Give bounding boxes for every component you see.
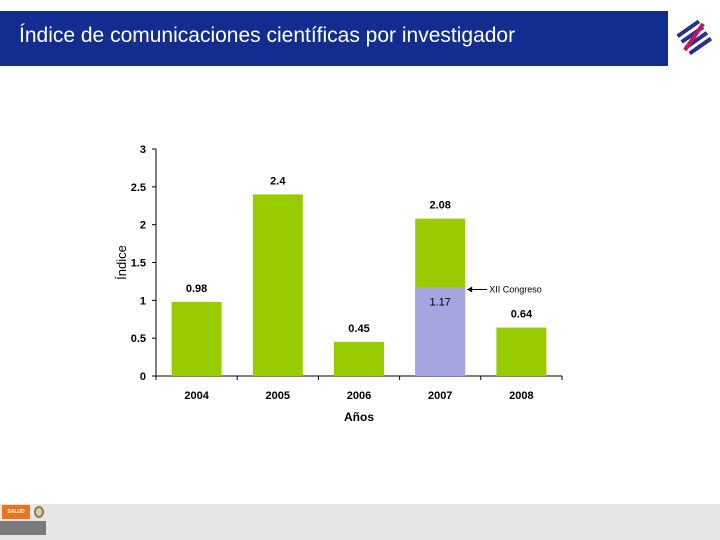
data-label-2007: 2.08	[429, 200, 450, 212]
y-axis-title: Índice	[114, 245, 129, 280]
y-tick-label: 0	[140, 371, 146, 383]
bar-2008	[496, 327, 547, 376]
x-axis-title: Años	[344, 410, 374, 424]
overlay-data-label: 1.17	[429, 296, 450, 308]
bar-2005	[252, 194, 303, 376]
bar-2006	[334, 341, 384, 376]
x-tick-label: 2008	[509, 390, 533, 402]
y-tick-label: 0.5	[131, 333, 146, 345]
x-tick-label: 2004	[184, 390, 209, 402]
footer-bar	[0, 504, 720, 540]
annotation-arrow-head	[467, 286, 473, 293]
page-title: Índice de comunicaciones científicas por…	[19, 24, 516, 47]
y-tick-label: 3	[140, 144, 146, 156]
x-tick-label: 2007	[428, 390, 452, 402]
footer-badge: SALUD	[2, 505, 30, 519]
data-label-2006: 0.45	[348, 323, 369, 335]
institution-logo-icon	[675, 17, 713, 57]
y-tick-label: 1	[140, 295, 146, 307]
data-label-2004: 0.98	[186, 283, 207, 295]
data-label-2005: 2.4	[270, 175, 286, 187]
x-tick-label: 2005	[266, 390, 290, 402]
y-tick-label: 2.5	[131, 182, 146, 194]
annotation-text: XII Congreso	[489, 284, 542, 294]
x-tick-label: 2006	[347, 390, 371, 402]
overlay-bar-2007	[415, 287, 466, 376]
title-bar	[0, 11, 668, 66]
y-tick-label: 2	[140, 220, 146, 232]
bar-2004	[171, 301, 222, 376]
footer-logo-strip	[0, 521, 46, 535]
y-tick-label: 1.5	[131, 258, 146, 270]
data-label-2008: 0.64	[511, 309, 533, 321]
national-seal-icon	[34, 506, 44, 518]
